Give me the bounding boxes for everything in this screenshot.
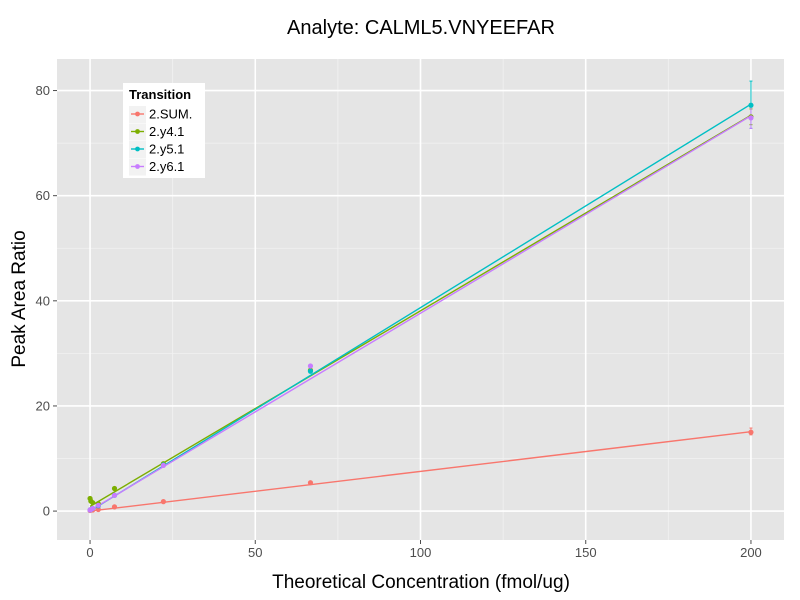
y-axis-title: Peak Area Ratio: [9, 230, 30, 367]
series-lines: [89, 103, 752, 512]
series-line: [89, 114, 752, 507]
data-point: [160, 499, 167, 505]
legend-key-point: [135, 146, 140, 152]
data-point: [90, 505, 96, 512]
legend-label: 2.SUM.: [149, 107, 192, 122]
x-tick-label: 0: [86, 545, 93, 560]
y-tick-label: 40: [36, 293, 50, 308]
data-point: [748, 429, 754, 435]
x-axis: 0 50 100 150 200: [86, 540, 762, 560]
x-tick-label: 100: [410, 545, 432, 560]
y-tick-label: 0: [43, 504, 50, 519]
series-line: [89, 103, 752, 512]
legend: Transition 2.SUM. 2.y4.1 2.y5.1 2.y6.1: [123, 83, 205, 178]
series-line: [89, 115, 752, 512]
y-tick-label: 80: [36, 83, 50, 98]
data-point: [307, 363, 314, 369]
y-tick-label: 20: [36, 398, 50, 413]
y-axis: 0 20 40 60 80: [36, 83, 57, 519]
legend-label: 2.y6.1: [149, 159, 184, 174]
legend-label: 2.y5.1: [149, 142, 184, 157]
x-axis-title: Theoretical Concentration (fmol/ug): [272, 572, 570, 593]
legend-title: Transition: [129, 87, 191, 102]
y-tick-label: 60: [36, 188, 50, 203]
legend-key-point: [135, 111, 140, 117]
x-tick-label: 200: [740, 545, 762, 560]
data-point: [95, 502, 101, 508]
data-point: [748, 115, 754, 121]
data-point: [307, 480, 314, 486]
legend-label: 2.y4.1: [149, 124, 184, 139]
x-tick-label: 150: [575, 545, 597, 560]
data-point: [111, 492, 118, 498]
data-point: [111, 485, 118, 492]
chart-title: Analyte: CALML5.VNYEEFAR: [287, 17, 555, 39]
data-point: [111, 504, 118, 510]
data-point: [160, 462, 167, 468]
x-tick-label: 50: [248, 545, 262, 560]
legend-key-point: [135, 129, 140, 134]
data-point: [90, 500, 96, 506]
data-point: [748, 102, 754, 108]
data-point: [307, 368, 314, 374]
data-point: [95, 506, 101, 513]
legend-key-point: [135, 164, 140, 169]
series-line: [89, 431, 752, 512]
series-points: [87, 102, 754, 514]
